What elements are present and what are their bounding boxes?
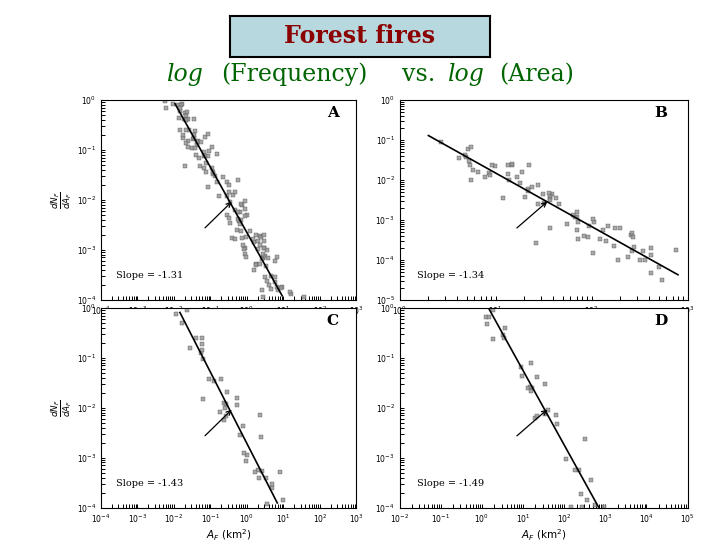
Text: Slope = -1.43: Slope = -1.43 [116,478,184,488]
Text: B: B [654,106,667,120]
Text: Forest fires: Forest fires [284,24,436,49]
Text: vs.: vs. [402,63,443,86]
Text: Slope = -1.31: Slope = -1.31 [116,271,184,280]
Text: log: log [448,63,485,86]
X-axis label: $A_F\ \mathrm{(km^2)}$: $A_F\ \mathrm{(km^2)}$ [206,528,251,540]
Text: Slope = -1.49: Slope = -1.49 [417,478,484,488]
Text: (Frequency): (Frequency) [220,63,367,86]
Text: A: A [327,106,338,120]
Text: D: D [654,314,667,328]
Y-axis label: $\frac{dN_F}{dA_F}$: $\frac{dN_F}{dA_F}$ [49,191,74,209]
Y-axis label: $\frac{dN_F}{dA_F}$: $\frac{dN_F}{dA_F}$ [49,399,74,417]
Text: Slope = -1.34: Slope = -1.34 [417,271,484,280]
Text: log: log [166,63,202,86]
Text: (Area): (Area) [500,63,574,86]
Text: C: C [326,314,338,328]
X-axis label: $A_F\ \mathrm{(km^2)}$: $A_F\ \mathrm{(km^2)}$ [521,528,567,540]
